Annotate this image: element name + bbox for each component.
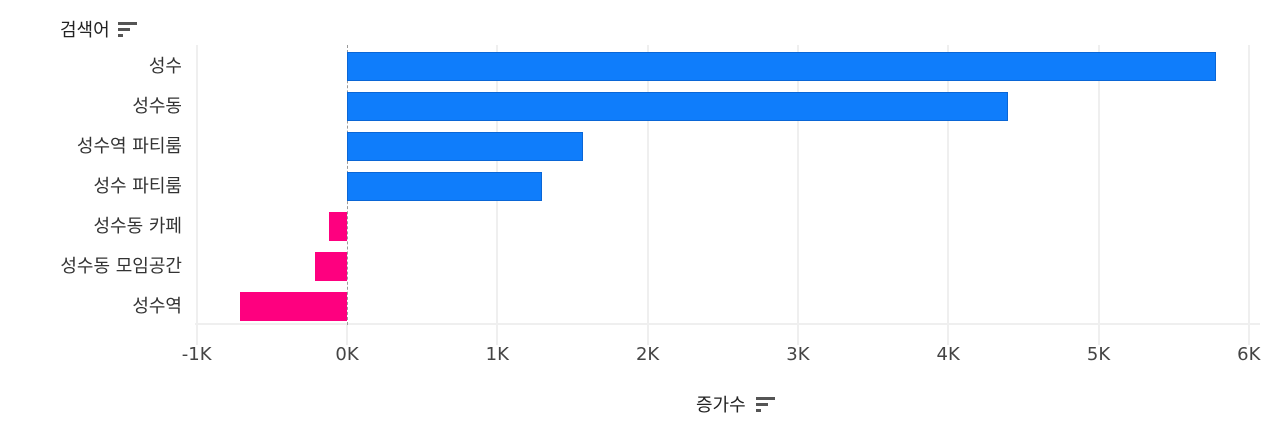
y-category-label: 성수동	[132, 96, 182, 117]
gridline	[195, 45, 198, 325]
x-tick-mark	[346, 325, 348, 345]
bar[interactable]	[347, 52, 1216, 81]
gridline	[1097, 45, 1100, 325]
x-tick-mark	[1097, 325, 1100, 345]
gridline	[1247, 45, 1250, 325]
y-category-label: 성수역 파티룸	[76, 136, 182, 157]
y-category-label: 성수 파티룸	[93, 176, 182, 197]
x-tick-mark	[796, 325, 799, 345]
x-tick-label: 0K	[335, 344, 359, 365]
bar[interactable]	[347, 172, 543, 201]
y-axis-title: 검색어	[60, 16, 138, 42]
gridline	[646, 45, 649, 325]
sort-descending-icon[interactable]	[755, 396, 776, 412]
sort-descending-icon[interactable]	[117, 21, 138, 37]
x-tick-label: -1K	[181, 344, 212, 365]
gridline	[796, 45, 799, 325]
bar[interactable]	[240, 292, 347, 321]
x-tick-mark	[947, 325, 950, 345]
x-tick-mark	[195, 325, 198, 345]
bar[interactable]	[347, 92, 1009, 121]
y-category-label: 성수	[148, 56, 182, 77]
bar[interactable]	[315, 252, 347, 281]
x-tick-label: 3K	[786, 344, 810, 365]
y-category-label: 성수동 모임공간	[60, 256, 182, 277]
y-category-label: 성수역	[132, 296, 182, 317]
x-tick-mark	[1247, 325, 1250, 345]
plot-area	[195, 45, 1260, 325]
y-category-label: 성수동 카페	[93, 216, 182, 237]
x-tick-label: 1K	[485, 344, 509, 365]
x-tick-label: 4K	[936, 344, 960, 365]
x-axis-title: 증가수	[696, 391, 776, 417]
x-axis-title-text: 증가수	[696, 395, 746, 416]
y-axis-title-text: 검색어	[60, 20, 110, 41]
gridline	[947, 45, 950, 325]
x-tick-label: 2K	[635, 344, 660, 365]
x-tick-mark	[496, 325, 499, 345]
x-axis-line	[195, 323, 1260, 325]
bar[interactable]	[347, 132, 583, 161]
bar[interactable]	[328, 212, 347, 241]
x-tick-mark	[646, 325, 649, 345]
x-tick-label: 6K	[1237, 344, 1261, 365]
x-tick-label: 5K	[1086, 344, 1111, 365]
